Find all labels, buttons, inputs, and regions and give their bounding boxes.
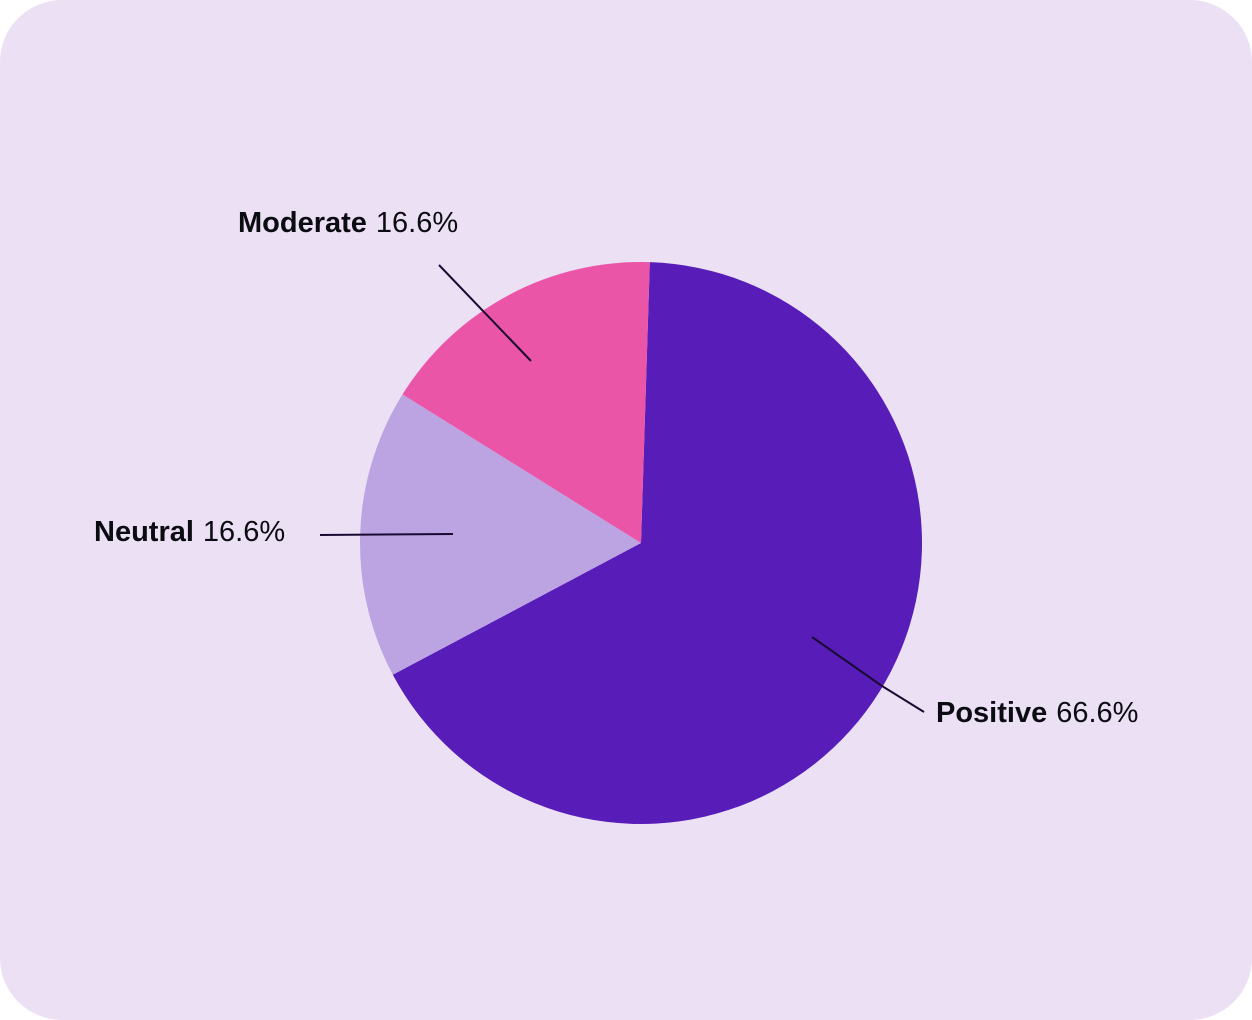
slice-value: 16.6% bbox=[376, 207, 458, 239]
pie-slice bbox=[360, 394, 641, 675]
slice-value: 66.6% bbox=[1056, 697, 1138, 729]
pie-slice bbox=[402, 262, 650, 543]
leader-line bbox=[438, 264, 532, 362]
leader-line bbox=[881, 685, 925, 713]
slice-label: Moderate 16.6% bbox=[238, 207, 458, 239]
leader-line bbox=[811, 636, 883, 687]
slice-label: Positive 66.6% bbox=[936, 697, 1138, 729]
slice-label: Neutral 16.6% bbox=[94, 516, 285, 548]
leader-line bbox=[319, 533, 454, 536]
slice-value: 16.6% bbox=[203, 516, 285, 548]
pie-slice bbox=[392, 262, 923, 825]
slice-name: Positive bbox=[936, 697, 1047, 729]
slice-name: Neutral bbox=[94, 516, 194, 548]
slice-name: Moderate bbox=[238, 207, 367, 239]
